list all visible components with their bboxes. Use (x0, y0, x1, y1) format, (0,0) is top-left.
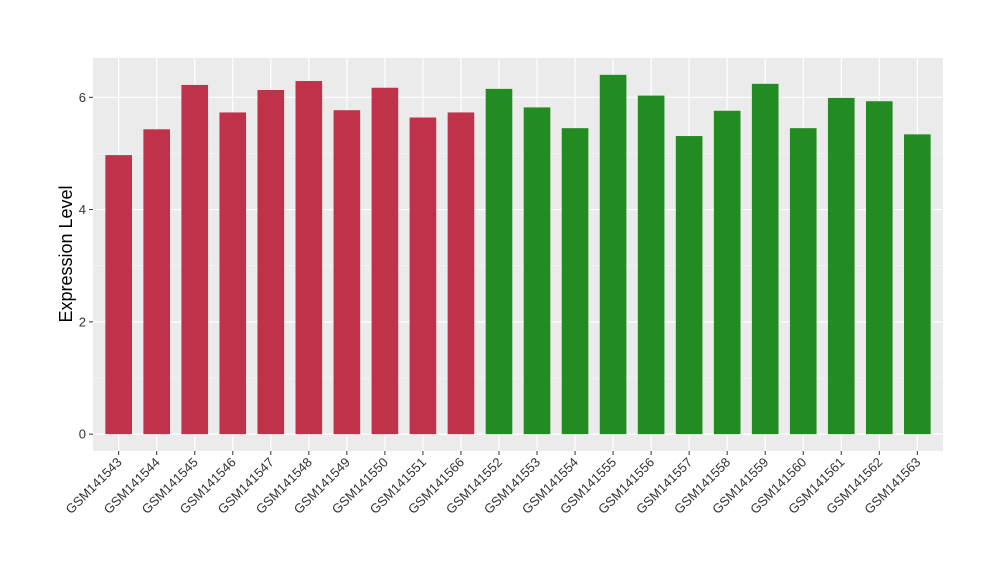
bar (675, 136, 703, 435)
y-tick-label: 0 (79, 427, 86, 442)
bar (105, 155, 132, 435)
bar (865, 101, 893, 435)
bars (105, 74, 931, 435)
bar (599, 74, 627, 435)
y-tick-label: 4 (79, 202, 86, 217)
bar (561, 128, 589, 435)
y-axis-title: Expression Level (56, 185, 76, 322)
bar (257, 90, 285, 435)
bar (219, 112, 247, 435)
bar (333, 110, 361, 435)
bar (447, 112, 475, 435)
y-tick-label: 2 (79, 314, 86, 329)
bar (713, 110, 741, 435)
y-axis-ticks: 0 2 4 6 (79, 90, 93, 442)
bar (371, 87, 399, 435)
x-axis-ticks: GSM141543GSM141544GSM141545GSM141546GSM1… (63, 451, 923, 517)
bar (789, 128, 817, 435)
bar (485, 88, 513, 435)
bar (181, 84, 209, 435)
bar (904, 134, 931, 435)
bar (637, 95, 665, 435)
bar (295, 81, 323, 435)
bar (523, 107, 551, 435)
bar (143, 129, 171, 435)
bar (409, 117, 437, 435)
bar (827, 97, 855, 435)
bar (751, 83, 779, 435)
y-tick-label: 6 (79, 90, 86, 105)
